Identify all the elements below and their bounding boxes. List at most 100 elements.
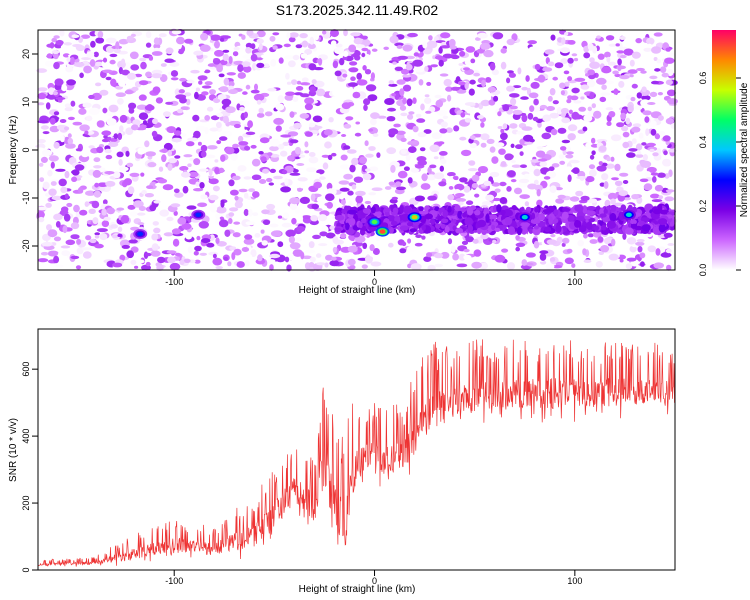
spectrogram-cell xyxy=(414,66,425,73)
spectrogram-cell xyxy=(561,117,571,124)
spectrogram-cell xyxy=(550,128,558,136)
spectrogram-cell xyxy=(159,209,169,217)
spectrogram-cell xyxy=(355,44,365,49)
spectrogram-cell xyxy=(458,201,464,206)
spectrogram-cell xyxy=(641,95,651,101)
spectrogram-cell xyxy=(592,230,602,238)
spectrogram-cell xyxy=(289,111,295,118)
spectrogram-cell xyxy=(166,250,177,254)
spectrogram-cell xyxy=(662,158,671,167)
spectrogram-cell xyxy=(491,182,501,187)
spectrogram-cell xyxy=(665,189,675,193)
spectrogram-cell xyxy=(96,146,104,154)
spectrogram-cell xyxy=(373,210,382,217)
spectrogram-cell xyxy=(567,76,573,82)
spectrogram-cell xyxy=(571,53,578,57)
spectrogram-cell xyxy=(55,97,66,100)
spectrogram-cell xyxy=(218,219,229,228)
spectrogram-cell xyxy=(454,183,465,191)
spectrogram-cell xyxy=(269,145,279,152)
spectrogram-cell xyxy=(407,221,414,227)
spectrogram-cell xyxy=(127,204,136,210)
spectrogram-cell xyxy=(53,52,59,60)
spectrogram-cell xyxy=(480,233,489,240)
spectrogram-cell xyxy=(343,173,353,180)
spectrogram-cell xyxy=(313,125,323,129)
spectrogram-cell xyxy=(155,97,163,104)
colorbar-tick-label: 0.0 xyxy=(698,264,708,277)
spectrogram-cell xyxy=(184,38,194,44)
spectrogram-cell xyxy=(598,145,607,152)
spectrogram-cell xyxy=(37,139,46,144)
spectrogram-cell xyxy=(532,226,541,236)
spectrogram-cell xyxy=(589,92,595,100)
spectrogram-cell xyxy=(287,131,299,137)
spectrogram-cell xyxy=(459,50,466,57)
spectrogram-cell xyxy=(442,53,453,59)
spectrogram-cell xyxy=(281,222,292,228)
spectrogram-cell xyxy=(480,42,491,50)
spectrogram-cell xyxy=(513,187,523,195)
spectrogram-cell xyxy=(637,246,643,253)
spectrogram-cell xyxy=(362,208,372,214)
spectrogram-cell xyxy=(466,207,474,216)
spectrogram-cell xyxy=(53,141,60,149)
spectrogram-cell xyxy=(447,205,452,213)
spectrogram-cell xyxy=(209,234,215,241)
spectrogram-cell xyxy=(173,188,180,194)
spectrogram-cell xyxy=(647,102,656,105)
spectrogram-cell xyxy=(37,87,48,92)
spectrogram-cell xyxy=(316,253,322,258)
spectrogram-cell xyxy=(463,67,470,71)
spectrogram-cell xyxy=(216,140,222,145)
spectrogram-cell xyxy=(214,40,220,49)
spectrogram-cell xyxy=(631,126,641,133)
spectrogram-cell xyxy=(112,262,123,268)
spectrogram-cell xyxy=(599,213,607,218)
colorbar-ticks: 0.0 0.2 0.4 0.6 xyxy=(698,72,741,277)
spectrogram-cell xyxy=(158,166,164,172)
spectrogram-cell xyxy=(419,147,426,152)
spectrogram-cell xyxy=(467,224,474,233)
spectrogram-cell xyxy=(331,152,337,157)
spectrogram-cell xyxy=(564,166,573,171)
spectrogram-cell xyxy=(139,80,149,86)
spectrogram-cell xyxy=(459,136,467,141)
spectrogram-cell xyxy=(296,225,306,233)
spectrogram-cell xyxy=(642,110,652,116)
spectrogram-cell xyxy=(554,62,564,69)
spectrogram-cell xyxy=(523,134,534,142)
spectrogram-cell xyxy=(132,119,141,127)
spectrogram-cell xyxy=(573,57,579,62)
spectrogram-cell xyxy=(388,242,394,248)
spectrogram-cell xyxy=(357,113,362,118)
spectrogram-cell xyxy=(311,79,317,85)
spectrogram-cell xyxy=(38,216,45,223)
spectrogram-cell xyxy=(564,32,569,36)
spectrogram-cell xyxy=(448,38,456,47)
spectrogram-cell xyxy=(489,62,496,71)
spectrogram-cell xyxy=(42,181,50,190)
spectrogram-cell xyxy=(612,202,624,207)
spectrogram-cell xyxy=(567,124,578,132)
spectrogram-cell xyxy=(543,176,551,180)
spectrogram-cell xyxy=(64,170,70,179)
snr-series-line xyxy=(37,339,676,567)
spectrogram-cell xyxy=(447,172,456,177)
spectrogram-cell xyxy=(325,254,333,261)
spectrogram-cell xyxy=(55,264,64,268)
spectrogram-cell xyxy=(355,121,361,125)
spectrogram-cell xyxy=(548,166,555,171)
spectrogram-cell xyxy=(491,156,499,164)
spectrogram-cell xyxy=(348,67,359,73)
spectrogram-cell xyxy=(288,37,296,43)
spectrogram-cell xyxy=(67,116,75,121)
spectrogram-cell xyxy=(410,263,422,271)
spectrogram-cell xyxy=(241,34,246,40)
spectrogram-cell xyxy=(277,241,284,248)
spectrogram-cell xyxy=(521,114,528,123)
colorbar-label: Normalized spectral amplitude xyxy=(739,82,750,217)
spectrogram-cell xyxy=(562,207,571,212)
spectrogram-cell xyxy=(480,99,491,107)
spectrogram-cell xyxy=(53,236,62,242)
